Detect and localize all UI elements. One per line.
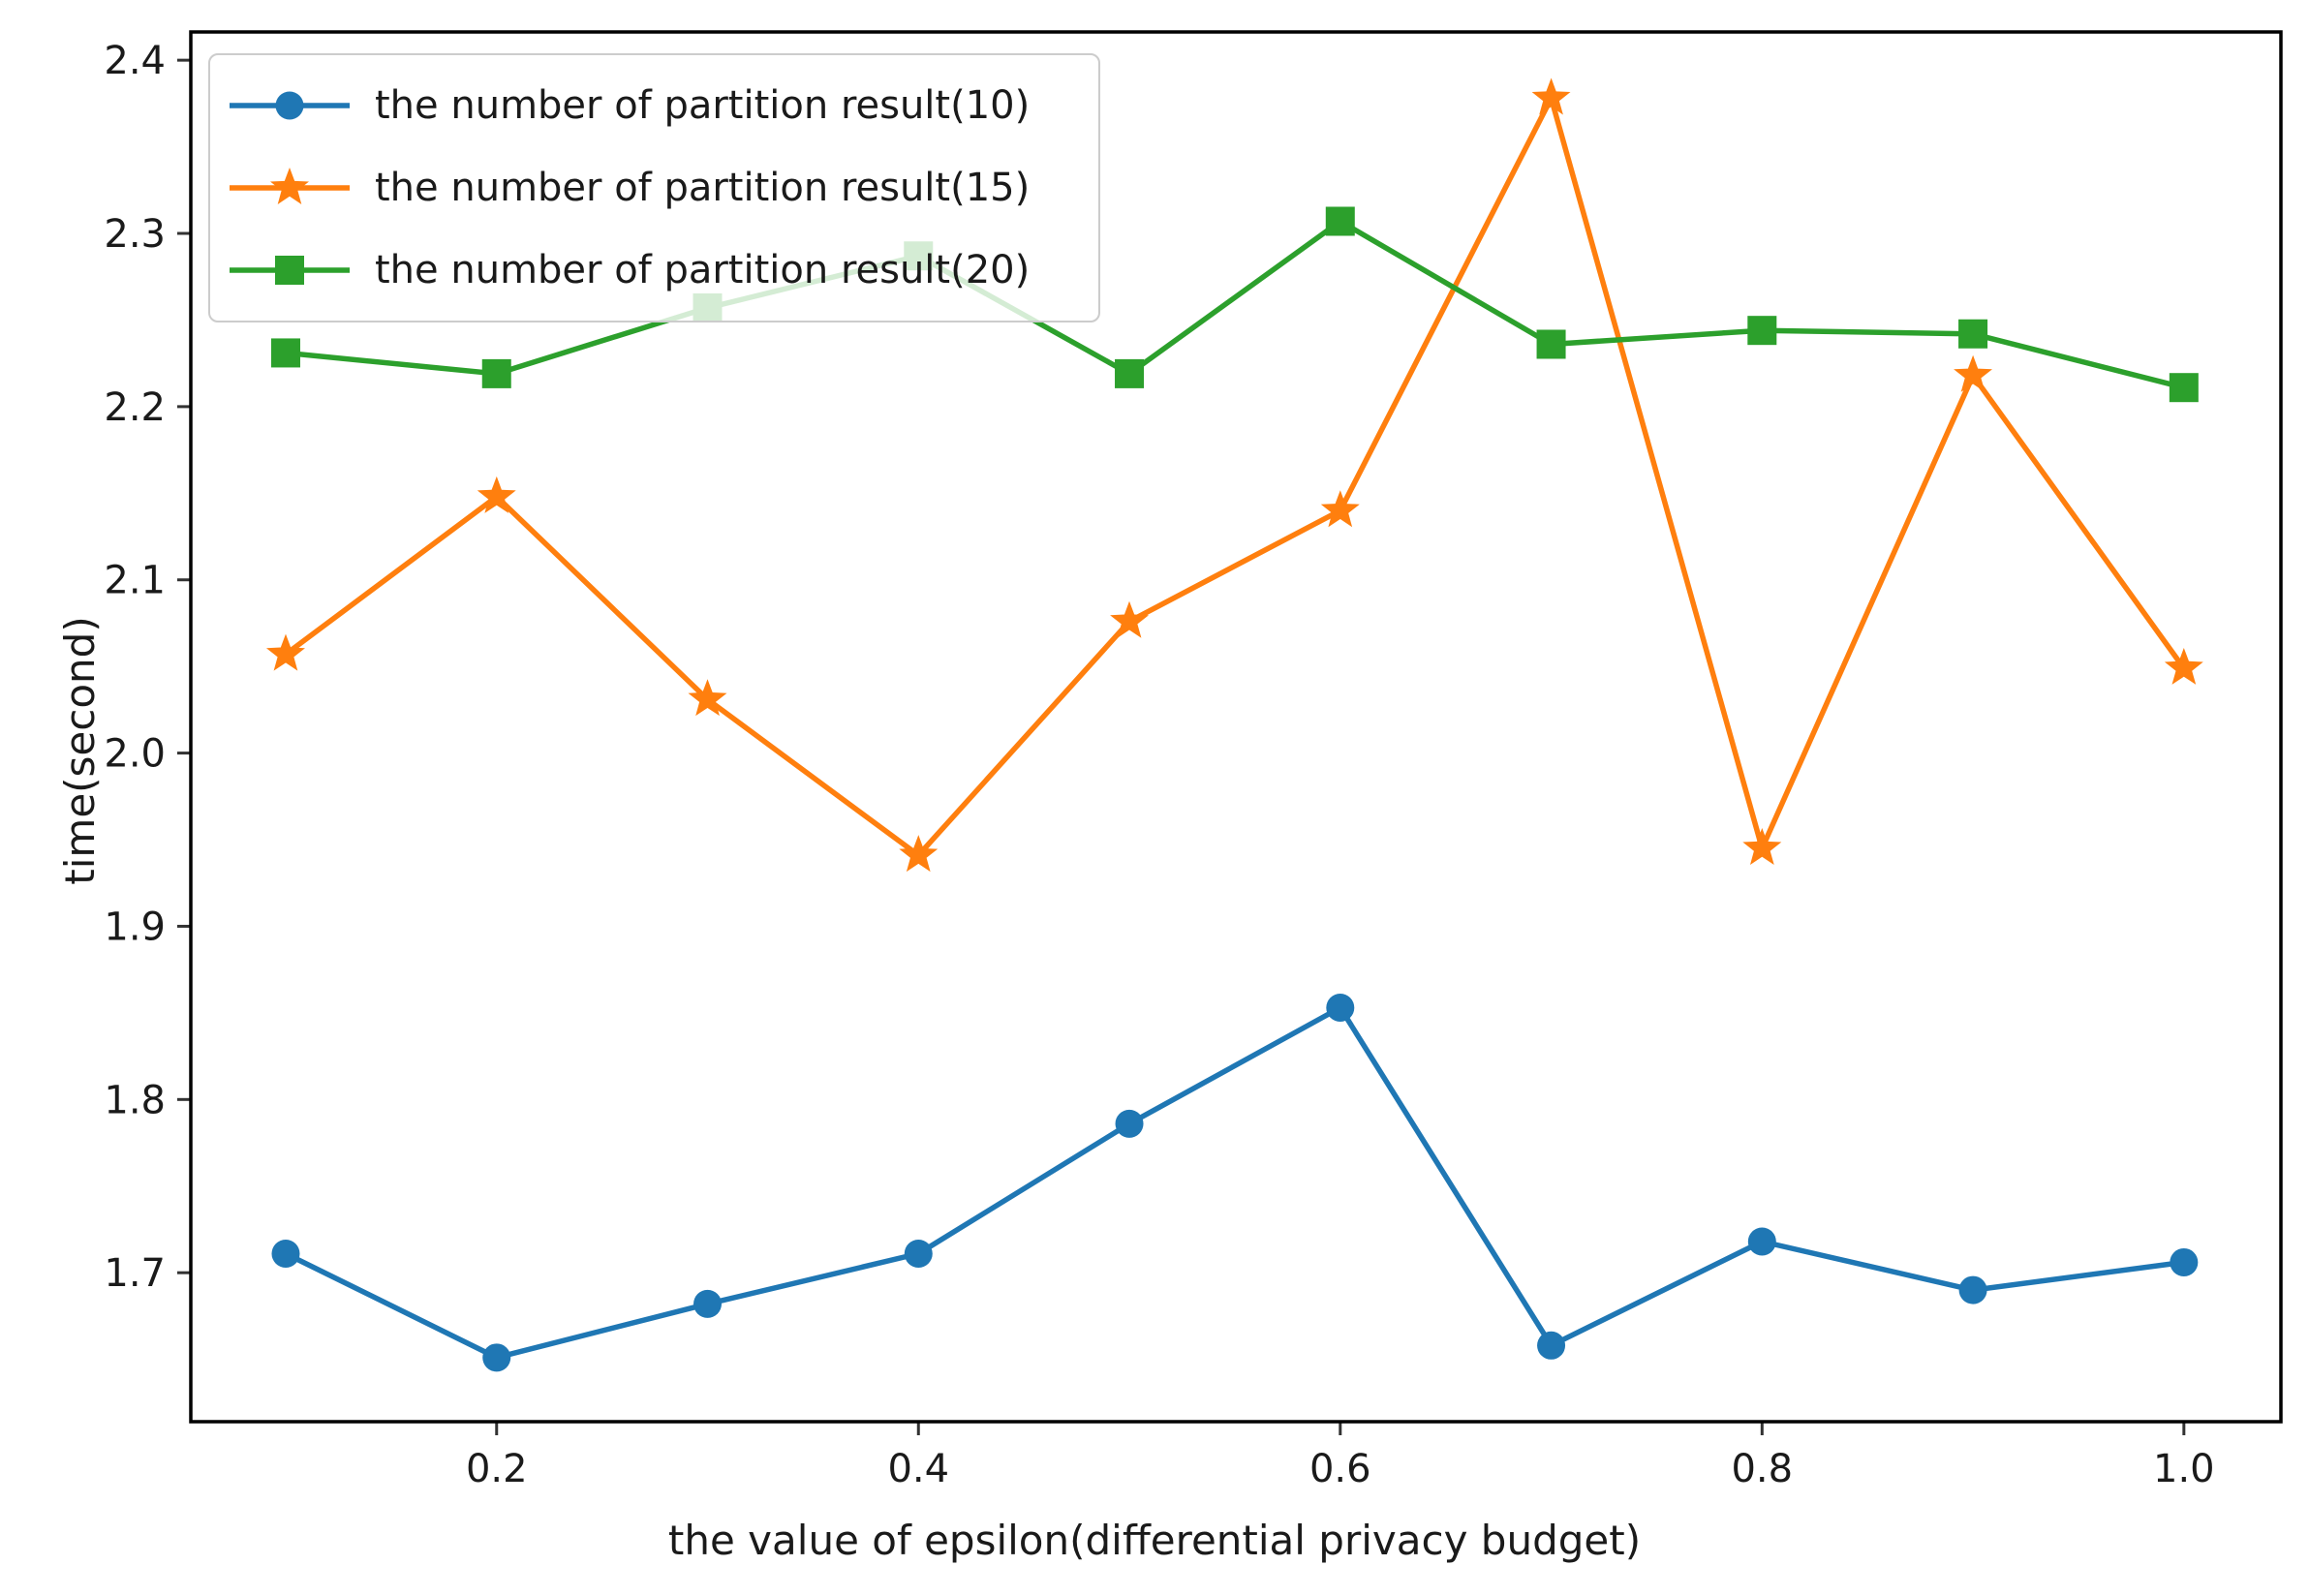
series-1 bbox=[266, 77, 2203, 873]
legend-item-label: the number of partition result(15) bbox=[375, 165, 1031, 210]
legend-item: the number of partition result(20) bbox=[226, 247, 1083, 293]
y-axis-label: time(second) bbox=[56, 616, 104, 885]
data-point-marker-star bbox=[266, 633, 305, 671]
series-line bbox=[283, 1004, 2187, 1361]
x-tick-label: 0.6 bbox=[1309, 1447, 1371, 1491]
data-point-marker-square bbox=[481, 358, 511, 388]
data-point-marker-star bbox=[1954, 354, 1992, 392]
data-point-marker-circle bbox=[1537, 1331, 1566, 1360]
legend-marker-circle-icon bbox=[230, 91, 350, 120]
y-tick-label: 2.0 bbox=[104, 732, 166, 777]
axes-spines bbox=[189, 30, 2283, 1424]
data-point-marker-star bbox=[477, 476, 516, 513]
data-point-marker-square bbox=[1325, 206, 1355, 236]
data-point-marker-circle bbox=[482, 1343, 511, 1372]
y-tick-label: 2.3 bbox=[104, 212, 166, 257]
data-point-marker-square bbox=[1958, 319, 1988, 349]
data-point-marker-star bbox=[270, 167, 309, 204]
legend-marker-square-icon bbox=[230, 255, 350, 285]
x-tick-label: 0.4 bbox=[887, 1447, 949, 1491]
data-point-marker-star bbox=[688, 679, 727, 717]
data-point-marker-circle bbox=[693, 1289, 723, 1318]
series-line bbox=[283, 95, 2187, 858]
data-point-marker-circle bbox=[1958, 1275, 1987, 1304]
x-tick-label: 0.8 bbox=[1731, 1447, 1793, 1491]
y-tick-label: 1.9 bbox=[104, 905, 166, 949]
data-point-marker-circle bbox=[275, 91, 304, 120]
y-tick-label: 2.1 bbox=[104, 559, 166, 603]
y-tick-label: 1.7 bbox=[104, 1251, 166, 1296]
data-point-marker-circle bbox=[1115, 1109, 1144, 1138]
legend-item-label: the number of partition result(10) bbox=[375, 83, 1031, 129]
legend-marker-star-icon bbox=[230, 167, 350, 204]
data-point-marker-square bbox=[270, 338, 300, 368]
data-point-marker-square bbox=[1115, 358, 1145, 388]
data-point-marker-star bbox=[1320, 490, 1360, 528]
data-point-marker-circle bbox=[1326, 994, 1355, 1023]
legend-item-label: the number of partition result(20) bbox=[375, 247, 1031, 292]
data-point-marker-circle bbox=[904, 1240, 933, 1269]
legend: the number of partition result(10) the nu… bbox=[208, 53, 1100, 322]
y-tick-label: 2.4 bbox=[104, 39, 166, 83]
series-0 bbox=[271, 994, 2199, 1372]
data-point-marker-star bbox=[1742, 828, 1782, 865]
data-point-marker-square bbox=[1747, 316, 1777, 346]
data-point-marker-circle bbox=[271, 1240, 300, 1269]
data-point-marker-star bbox=[2164, 648, 2203, 685]
x-tick-label: 0.2 bbox=[466, 1447, 528, 1491]
legend-item: the number of partition result(10) bbox=[226, 82, 1083, 129]
data-point-marker-star bbox=[1531, 77, 1571, 115]
data-point-marker-star bbox=[899, 835, 939, 873]
x-tick-label: 1.0 bbox=[2153, 1447, 2215, 1491]
data-point-marker-star bbox=[1110, 600, 1149, 638]
data-point-marker-square bbox=[2169, 373, 2199, 403]
data-point-marker-circle bbox=[2170, 1247, 2199, 1276]
data-point-marker-square bbox=[275, 255, 304, 285]
x-axis-label: the value of epsilon(differential privac… bbox=[667, 1517, 1642, 1564]
legend-item: the number of partition result(15) bbox=[226, 165, 1083, 211]
data-point-marker-circle bbox=[1747, 1227, 1776, 1256]
data-point-marker-square bbox=[1536, 329, 1566, 359]
series-line bbox=[283, 218, 2187, 390]
y-tick-label: 1.8 bbox=[104, 1078, 166, 1122]
y-tick-label: 2.2 bbox=[104, 385, 166, 430]
